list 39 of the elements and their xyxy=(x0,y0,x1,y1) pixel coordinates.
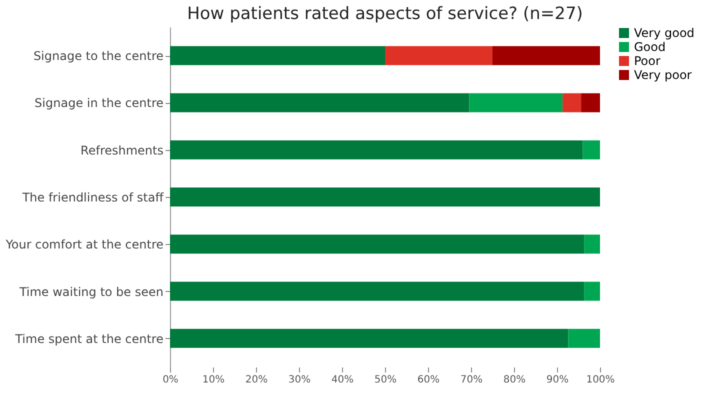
bar xyxy=(562,93,582,112)
bar xyxy=(385,46,492,66)
y-tick-label: Time waiting to be seen xyxy=(18,284,164,299)
legend-label: Poor xyxy=(634,54,660,68)
legend-label: Very good xyxy=(634,26,694,40)
x-tick-label: 60% xyxy=(417,374,440,386)
x-tick-label: 80% xyxy=(503,374,526,386)
bar xyxy=(170,234,584,254)
legend-label: Very poor xyxy=(634,68,692,82)
y-tick-label: Your comfort at the centre xyxy=(4,238,164,252)
x-tick-label: 40% xyxy=(331,374,354,386)
bar xyxy=(170,188,600,206)
bar xyxy=(469,93,563,112)
bar xyxy=(170,282,584,301)
y-tick-label: Signage in the centre xyxy=(34,96,164,110)
bar xyxy=(581,93,600,112)
x-tick-label: 10% xyxy=(202,374,225,386)
y-tick-label: Time spent at the centre xyxy=(14,332,164,346)
bar xyxy=(582,140,600,160)
x-tick-label: 30% xyxy=(288,374,311,386)
x-tick-label: 90% xyxy=(546,374,569,386)
chart-title: How patients rated aspects of service? (n=27) xyxy=(187,4,583,24)
bar xyxy=(492,46,600,66)
bar xyxy=(170,93,470,112)
x-tick-label: 70% xyxy=(460,374,483,386)
bar xyxy=(170,140,583,160)
y-tick-label: The friendliness of staff xyxy=(21,190,164,204)
bar xyxy=(170,328,568,348)
x-tick-label: 20% xyxy=(245,374,268,386)
legend-label: Good xyxy=(634,40,666,54)
bar xyxy=(170,46,385,66)
bar xyxy=(568,328,600,348)
x-tick-label: 0% xyxy=(162,374,178,386)
x-tick-label: 50% xyxy=(374,374,397,386)
y-tick-label: Signage to the centre xyxy=(33,49,164,64)
bar xyxy=(584,282,600,301)
x-tick-label: 100% xyxy=(586,374,615,386)
y-tick-label: Refreshments xyxy=(80,143,164,158)
bar xyxy=(584,234,600,254)
